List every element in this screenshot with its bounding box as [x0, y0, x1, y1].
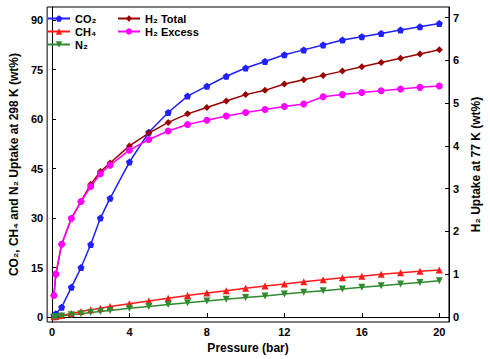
svg-text:H₂ Total: H₂ Total: [145, 13, 186, 25]
svg-text:0: 0: [453, 311, 459, 323]
svg-text:0: 0: [49, 326, 55, 338]
svg-text:5: 5: [453, 97, 459, 109]
svg-text:H₂ Uptake at 77 K (wt%): H₂ Uptake at 77 K (wt%): [469, 97, 483, 232]
svg-text:20: 20: [433, 326, 445, 338]
svg-text:16: 16: [356, 326, 368, 338]
svg-text:30: 30: [31, 212, 43, 224]
svg-text:2: 2: [453, 225, 459, 237]
svg-text:7: 7: [453, 12, 459, 24]
svg-text:8: 8: [204, 326, 210, 338]
svg-text:0: 0: [37, 311, 43, 323]
svg-text:H₂ Excess: H₂ Excess: [145, 26, 199, 38]
svg-text:4: 4: [126, 326, 133, 338]
svg-text:N₂: N₂: [75, 39, 88, 51]
svg-text:3: 3: [453, 183, 459, 195]
svg-text:CO₂: CO₂: [75, 13, 97, 25]
svg-text:15: 15: [31, 262, 43, 274]
svg-text:4: 4: [453, 140, 460, 152]
svg-text:CH₄: CH₄: [75, 26, 96, 38]
svg-text:60: 60: [31, 113, 43, 125]
svg-text:75: 75: [31, 64, 43, 76]
svg-text:6: 6: [453, 54, 459, 66]
svg-text:CO₂, CH₄ and N₂ Uptake at 298: CO₂, CH₄ and N₂ Uptake at 298 K (wt%): [7, 53, 21, 276]
svg-text:Pressure (bar): Pressure (bar): [207, 341, 288, 355]
svg-text:1: 1: [453, 268, 459, 280]
svg-text:90: 90: [31, 14, 43, 26]
svg-text:45: 45: [31, 163, 43, 175]
svg-text:12: 12: [278, 326, 290, 338]
